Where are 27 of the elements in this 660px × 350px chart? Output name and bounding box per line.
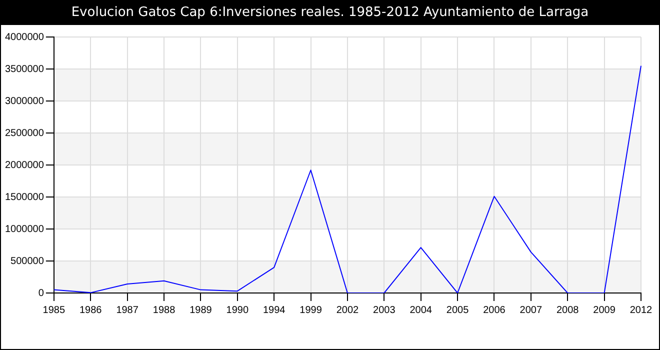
x-tick-label: 2012 xyxy=(630,304,653,316)
y-tick-label: 3500000 xyxy=(4,64,44,75)
x-tick-label: 1986 xyxy=(79,304,102,316)
x-tick-label: 1985 xyxy=(42,304,66,316)
y-tick-label: 1500000 xyxy=(4,192,44,203)
x-tick-label: 1999 xyxy=(300,304,322,316)
y-tick-label: 2000000 xyxy=(4,160,44,171)
x-tick-label: 2005 xyxy=(446,304,470,316)
y-tick-label: 3000000 xyxy=(4,96,44,107)
x-tick-label: 2006 xyxy=(483,304,506,316)
x-tick-label: 2007 xyxy=(520,304,542,316)
x-tick-label: 2009 xyxy=(593,304,616,316)
x-tick-label: 2004 xyxy=(410,304,432,316)
y-tick-label: 2500000 xyxy=(4,128,44,139)
x-tick-label: 2002 xyxy=(336,304,360,316)
chart-title: Evolucion Gatos Cap 6:Inversiones reales. 1985-2012 Ayuntamiento de Larraga xyxy=(1,1,659,25)
x-tick-label: 1990 xyxy=(226,304,249,316)
x-tick-label: 1988 xyxy=(152,304,176,316)
x-tick-label: 1987 xyxy=(116,304,139,316)
x-tick-label: 2008 xyxy=(556,304,580,316)
y-tick-label: 4000000 xyxy=(4,32,44,43)
x-tick-label: 2003 xyxy=(373,304,396,316)
x-tick-label: 1989 xyxy=(190,304,212,316)
y-tick-label: 500000 xyxy=(10,256,44,267)
y-tick-label: 1000000 xyxy=(4,224,44,235)
y-tick-label: 0 xyxy=(38,288,44,299)
x-tick-label: 1994 xyxy=(262,304,286,316)
